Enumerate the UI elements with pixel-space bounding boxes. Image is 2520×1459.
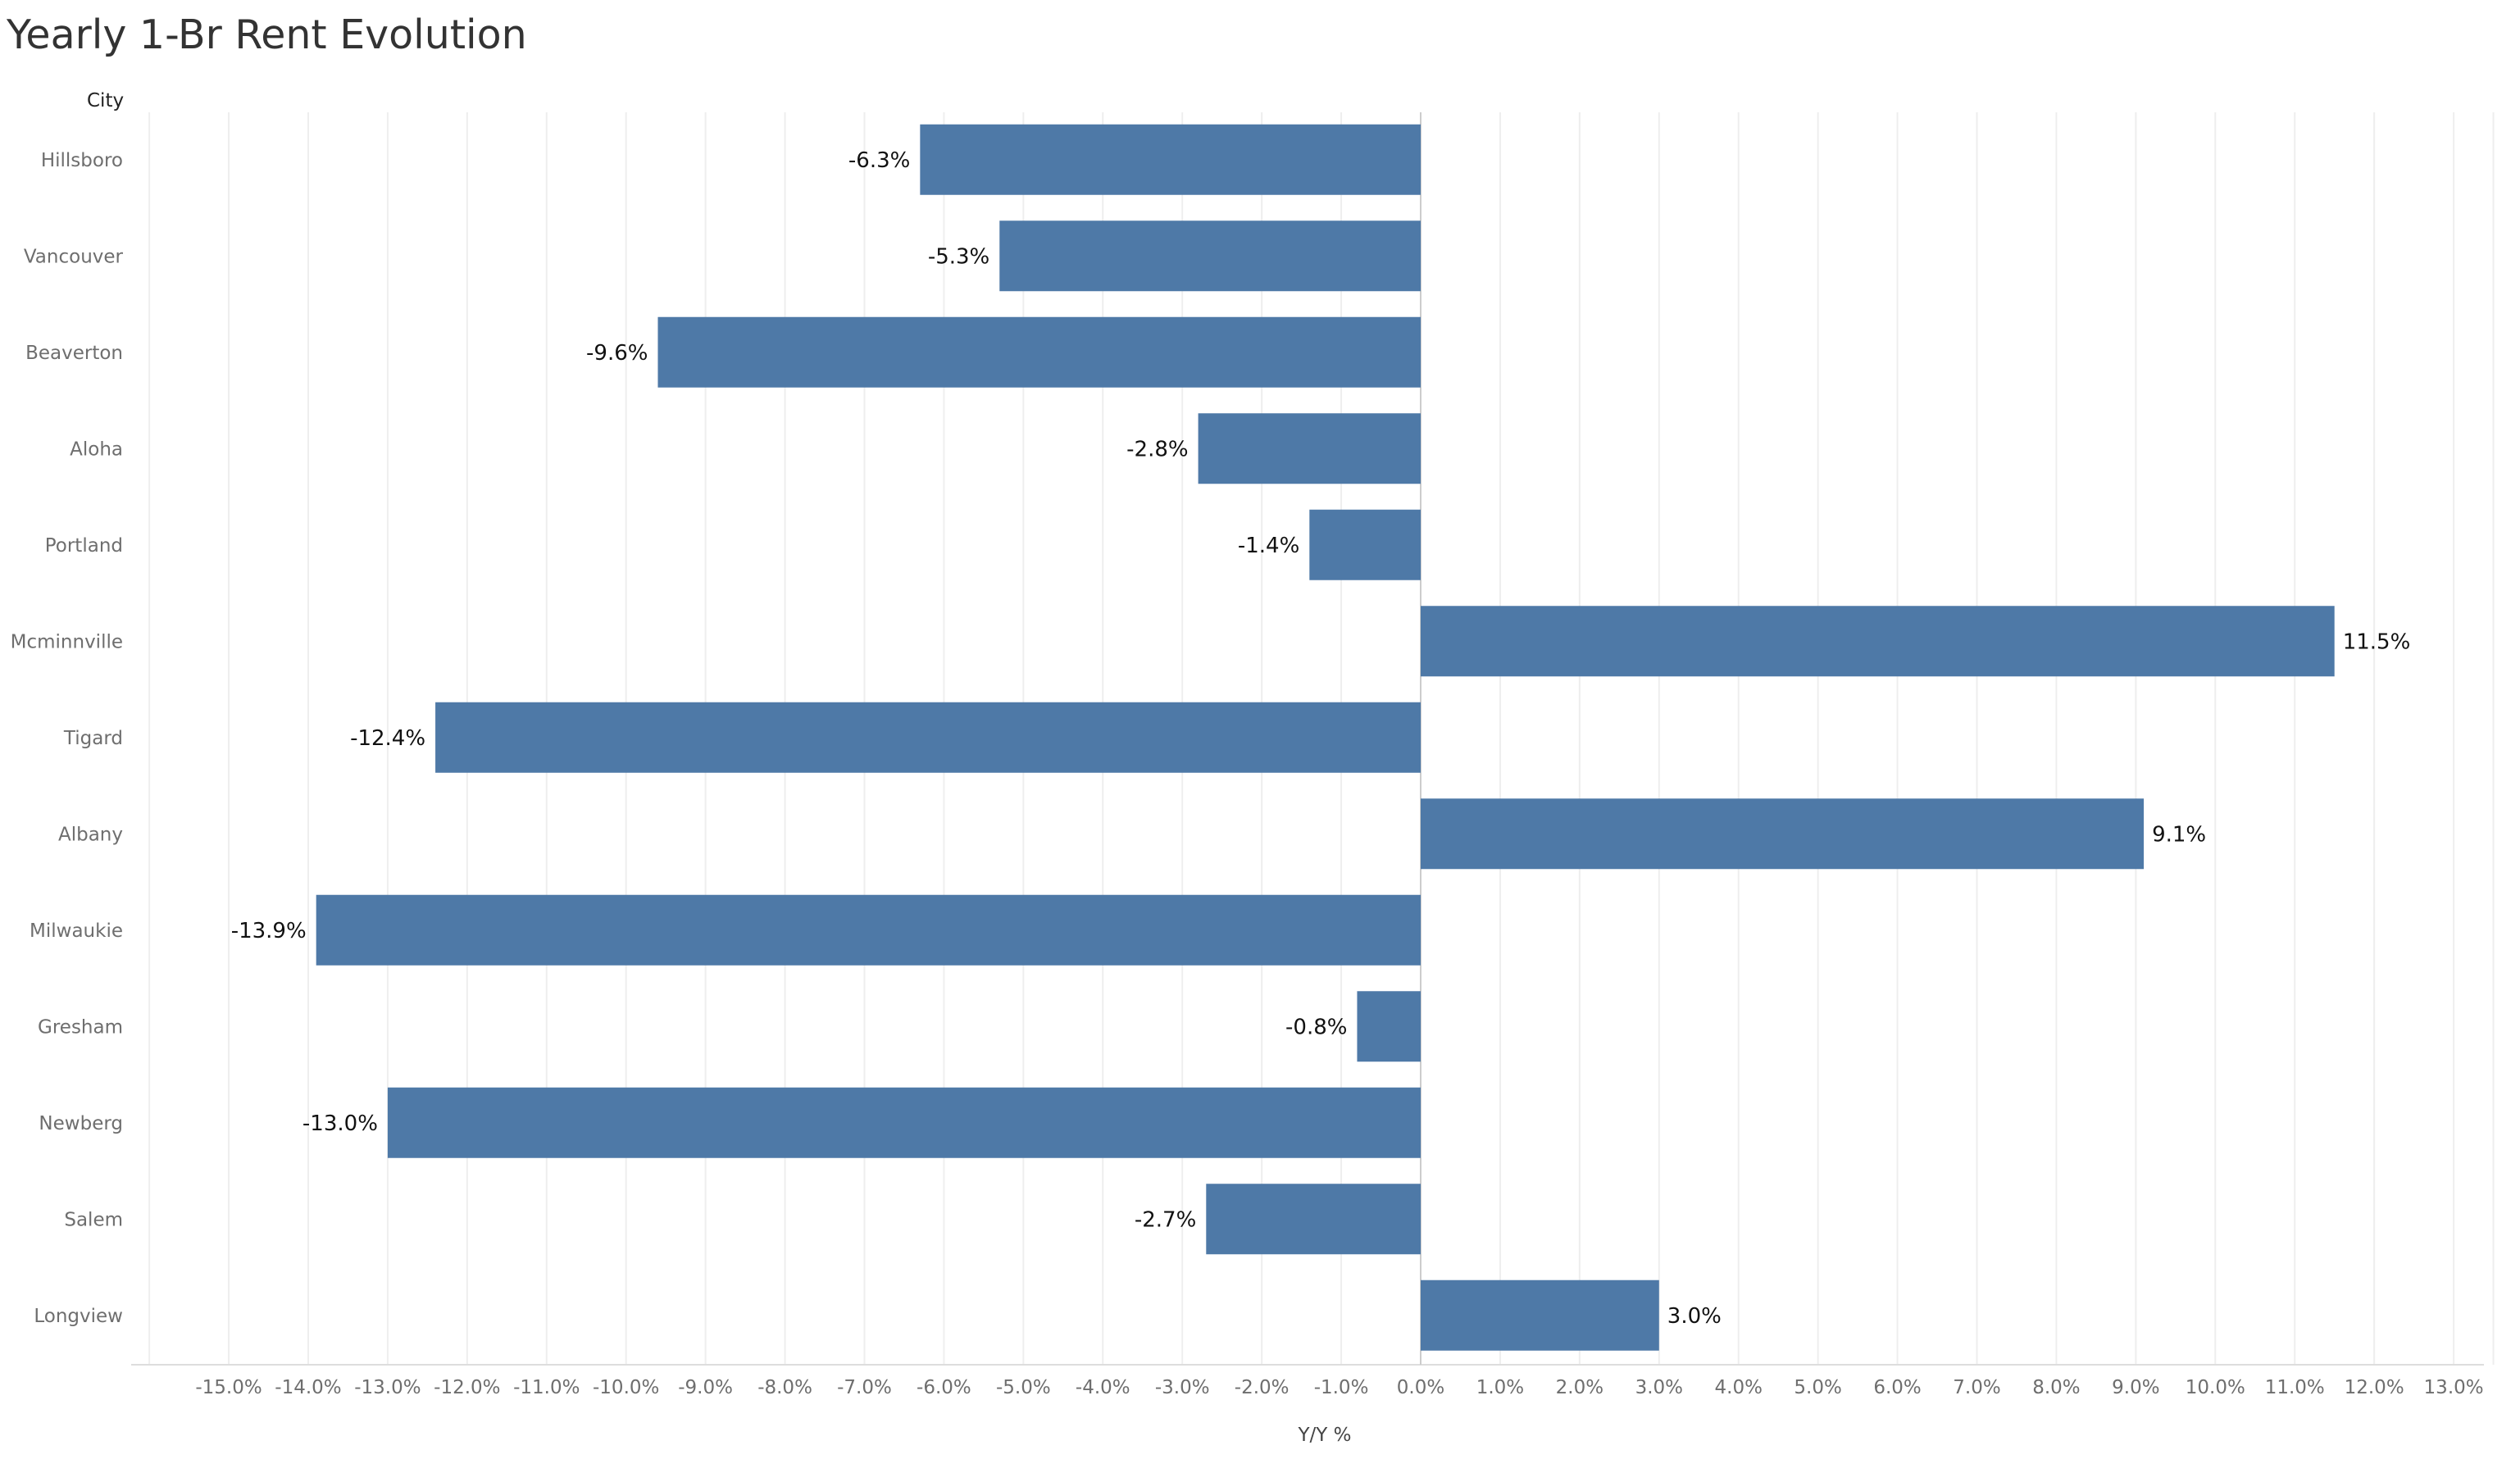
x-tick-label: -9.0%: [678, 1377, 733, 1398]
bar[interactable]: [920, 124, 1421, 195]
data-label: -0.8%: [1285, 1015, 1347, 1039]
city-label[interactable]: Milwaukie: [30, 920, 123, 942]
x-tick-label: -14.0%: [275, 1377, 341, 1398]
x-tick-label: 10.0%: [2186, 1377, 2245, 1398]
city-label[interactable]: Portland: [45, 535, 123, 557]
bar[interactable]: [316, 894, 1421, 966]
city-label[interactable]: Vancouver: [24, 246, 124, 267]
data-label: -9.6%: [586, 341, 648, 366]
bar[interactable]: [387, 1087, 1421, 1158]
city-labels: Hillsboro Vancouver Beaverton Aloha Portland…: [11, 150, 124, 1327]
x-tick-label: -10.0%: [593, 1377, 659, 1398]
x-tick-label: -3.0%: [1155, 1377, 1210, 1398]
bar[interactable]: [435, 702, 1421, 773]
x-tick-label: -12.0%: [434, 1377, 500, 1398]
x-axis-ticks: -15.0% -14.0% -13.0% -12.0% -11.0% -10.0% -9.0…: [195, 1377, 2483, 1398]
city-label[interactable]: Salem: [64, 1209, 123, 1230]
bar[interactable]: [1421, 1279, 1659, 1351]
x-tick-label: -8.0%: [757, 1377, 812, 1398]
bars: [316, 124, 2335, 1351]
row-header: City: [87, 90, 124, 111]
x-tick-label: 2.0%: [1556, 1377, 1603, 1398]
data-label: -1.4%: [1238, 534, 1299, 558]
x-tick-label: -7.0%: [837, 1377, 892, 1398]
data-label: -2.8%: [1126, 437, 1188, 461]
city-label[interactable]: Tigard: [63, 728, 123, 749]
x-tick-label: 11.0%: [2265, 1377, 2325, 1398]
chart-title: Yearly 1-Br Rent Evolution: [7, 11, 527, 58]
x-tick-label: -5.0%: [996, 1377, 1051, 1398]
x-tick-label: 13.0%: [2424, 1377, 2484, 1398]
city-label[interactable]: Mcminnville: [11, 631, 123, 652]
x-tick-label: -4.0%: [1076, 1377, 1130, 1398]
data-label: -2.7%: [1135, 1207, 1196, 1232]
x-tick-label: 3.0%: [1635, 1377, 1683, 1398]
bar[interactable]: [999, 220, 1421, 292]
city-label[interactable]: Newberg: [39, 1113, 123, 1134]
bar[interactable]: [1421, 798, 2145, 870]
city-label[interactable]: Beaverton: [25, 343, 123, 364]
city-label[interactable]: Aloha: [70, 439, 123, 460]
data-label: 9.1%: [2152, 822, 2206, 847]
x-tick-label: 0.0%: [1397, 1377, 1444, 1398]
x-tick-label: 4.0%: [1715, 1377, 1763, 1398]
x-axis-label: Y/Y %: [1297, 1425, 1351, 1446]
bar[interactable]: [1309, 509, 1421, 580]
bar[interactable]: [1421, 606, 2335, 677]
bar[interactable]: [657, 316, 1421, 388]
x-tick-label: -13.0%: [354, 1377, 421, 1398]
data-label: -5.3%: [928, 244, 989, 269]
bar[interactable]: [1357, 991, 1421, 1062]
x-tick-label: 8.0%: [2032, 1377, 2080, 1398]
city-label[interactable]: Albany: [58, 824, 123, 845]
x-tick-label: -11.0%: [513, 1377, 580, 1398]
x-tick-label: 1.0%: [1476, 1377, 1524, 1398]
bar[interactable]: [1206, 1184, 1421, 1255]
x-tick-label: 7.0%: [1953, 1377, 2000, 1398]
city-label[interactable]: Longview: [34, 1306, 123, 1327]
data-labels: -6.3% -5.3% -9.6% -2.8% -1.4% 11.5% -12.4% 9.1%…: [231, 148, 2411, 1329]
bar[interactable]: [1198, 413, 1421, 484]
data-label: -6.3%: [848, 148, 910, 173]
x-tick-label: -6.0%: [917, 1377, 971, 1398]
city-label[interactable]: Hillsboro: [41, 150, 123, 171]
data-label: -12.4%: [350, 726, 425, 751]
city-label[interactable]: Gresham: [38, 1016, 123, 1038]
x-tick-label: -15.0%: [195, 1377, 262, 1398]
x-tick-label: 12.0%: [2345, 1377, 2404, 1398]
data-label: -13.9%: [231, 919, 307, 943]
data-label: -13.0%: [302, 1111, 378, 1136]
x-tick-label: -2.0%: [1235, 1377, 1290, 1398]
x-tick-label: 9.0%: [2112, 1377, 2159, 1398]
data-label: 11.5%: [2343, 630, 2411, 654]
x-tick-label: -1.0%: [1314, 1377, 1369, 1398]
x-tick-label: 6.0%: [1873, 1377, 1921, 1398]
data-label: 3.0%: [1667, 1304, 1722, 1329]
x-tick-label: 5.0%: [1794, 1377, 1841, 1398]
